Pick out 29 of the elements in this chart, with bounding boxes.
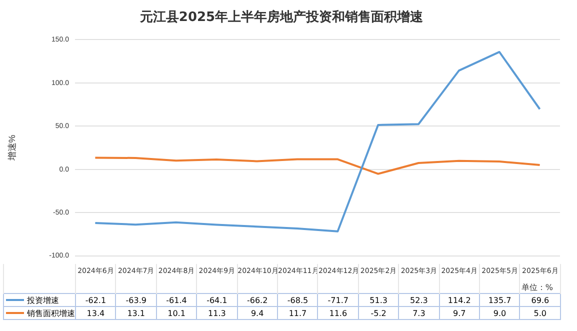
data-label: 114.2 bbox=[439, 294, 480, 306]
data-label: -61.4 bbox=[156, 294, 197, 306]
data-label: -62.1 bbox=[76, 294, 116, 306]
data-label: 9.4 bbox=[237, 306, 278, 320]
data-label: 9.0 bbox=[480, 306, 520, 320]
data-label: -64.1 bbox=[196, 294, 238, 306]
legend-label: 销售面积增速 bbox=[4, 306, 76, 320]
data-label: -68.5 bbox=[278, 294, 318, 306]
data-label: 11.6 bbox=[318, 306, 358, 320]
legend-label: 投资增速 bbox=[4, 294, 76, 306]
data-label: -5.2 bbox=[358, 306, 399, 320]
data-label: 51.3 bbox=[358, 294, 399, 306]
data-label: -66.2 bbox=[237, 294, 278, 306]
data-label: -71.7 bbox=[318, 294, 358, 306]
data-label: 13.1 bbox=[116, 306, 156, 320]
data-label: 9.7 bbox=[439, 306, 480, 320]
y-axis-title: 增速% bbox=[6, 134, 17, 162]
text: 单位：% bbox=[521, 282, 553, 293]
data-label: 10.1 bbox=[156, 306, 197, 320]
data-label: 52.3 bbox=[398, 294, 440, 306]
data-label: 11.7 bbox=[278, 306, 318, 320]
data-label: 13.4 bbox=[76, 306, 116, 320]
data-label: 69.6 bbox=[520, 294, 560, 306]
data-label: 11.3 bbox=[196, 306, 238, 320]
data-label: 5.0 bbox=[520, 306, 560, 320]
data-label: 7.3 bbox=[398, 306, 440, 320]
data-label: -63.9 bbox=[116, 294, 156, 306]
chart-title: 元江县2025年上半年房地产投资和销售面积增速 bbox=[138, 9, 424, 26]
data-label: 135.7 bbox=[480, 294, 520, 306]
